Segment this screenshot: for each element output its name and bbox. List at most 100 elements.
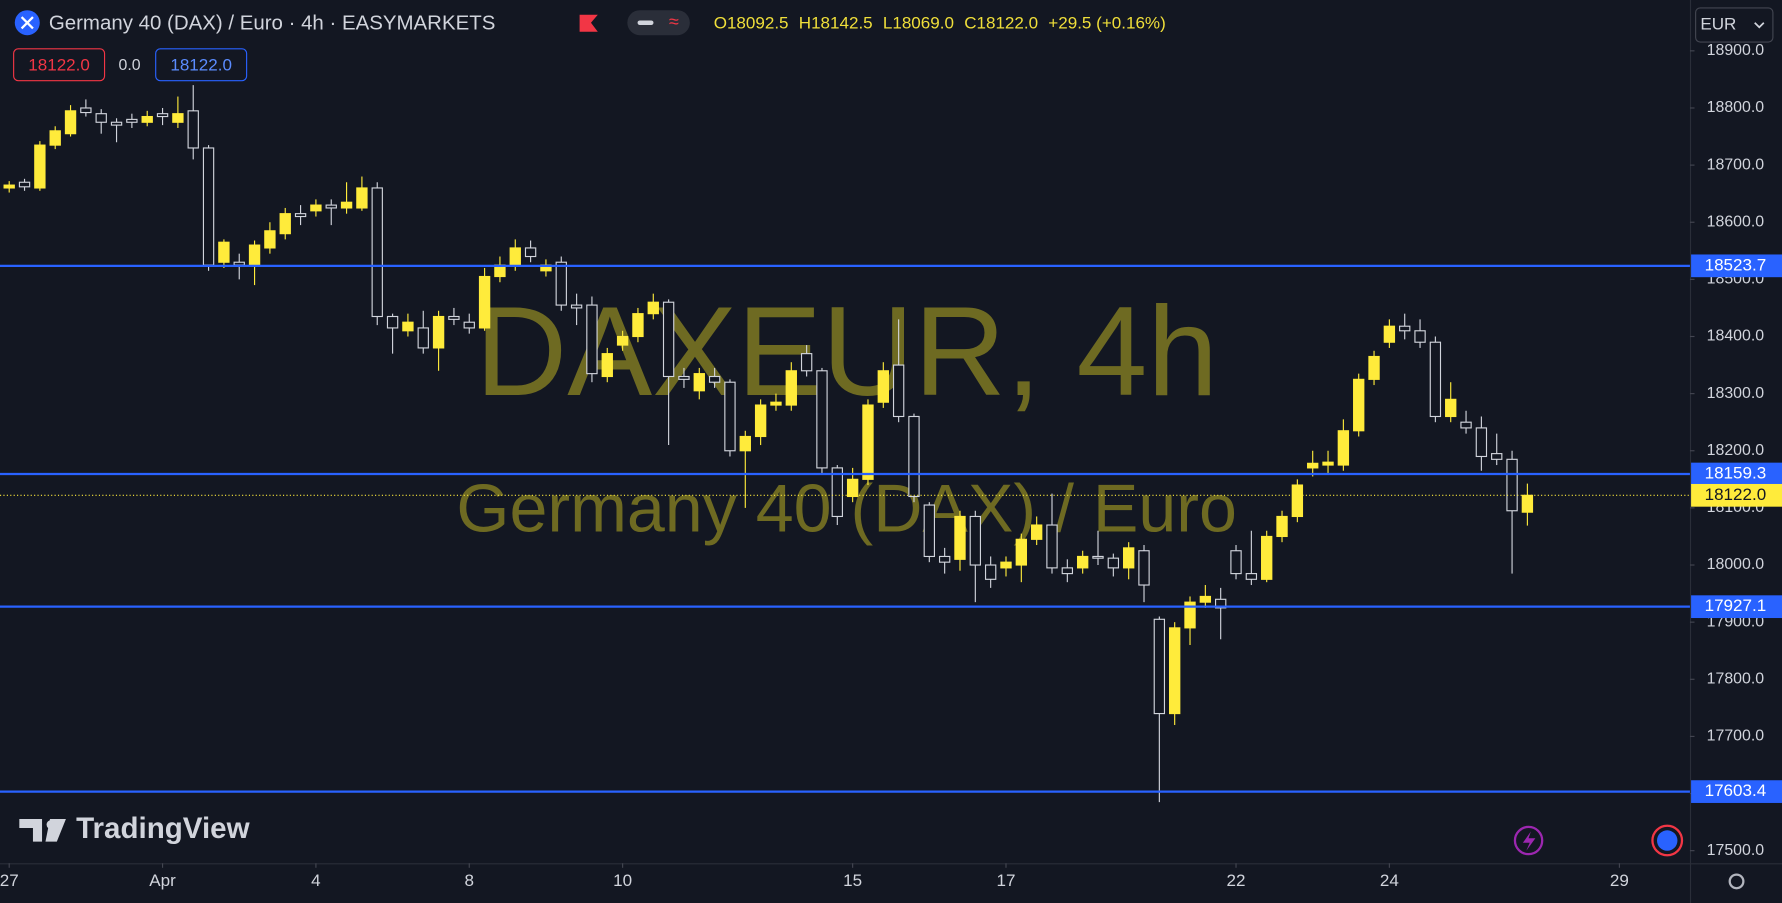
ohlc-value: +29.5 (+0.16%) bbox=[1048, 13, 1165, 32]
candle-body bbox=[1215, 598, 1227, 609]
candle-body bbox=[202, 147, 215, 266]
candle-body bbox=[1291, 484, 1304, 518]
candle-body bbox=[325, 204, 337, 209]
candle-body bbox=[1015, 538, 1028, 566]
candle-body bbox=[739, 435, 751, 452]
settings-button[interactable] bbox=[1728, 873, 1745, 890]
candle-body bbox=[831, 467, 843, 518]
buy-price: 18122.0 bbox=[170, 55, 232, 74]
currency: EUR bbox=[1700, 14, 1736, 33]
candle-body bbox=[279, 213, 291, 235]
y-tick-label: 18000.0 bbox=[1707, 556, 1765, 573]
candle-body bbox=[1383, 325, 1396, 343]
sell-button[interactable] bbox=[13, 48, 106, 82]
candle-body bbox=[877, 370, 889, 403]
candle-body bbox=[187, 110, 199, 149]
y-tick-label: 18700.0 bbox=[1707, 156, 1765, 173]
logo-text[interactable]: TradingView bbox=[76, 812, 250, 845]
candle-body bbox=[1092, 555, 1104, 559]
candle-body bbox=[938, 555, 951, 563]
y-tick-label: 18800.0 bbox=[1707, 99, 1765, 116]
x-tick-label: 17 bbox=[997, 871, 1016, 890]
candle-body bbox=[1307, 462, 1319, 469]
lightning-button[interactable] bbox=[1513, 825, 1544, 856]
toggle-wave: ≈ bbox=[669, 12, 679, 32]
candle-body bbox=[18, 181, 31, 188]
currency-button[interactable] bbox=[1695, 7, 1774, 43]
candle-body bbox=[156, 113, 169, 118]
candle-body bbox=[800, 353, 813, 372]
x-tick-label: 29 bbox=[1610, 871, 1629, 890]
candle-body bbox=[1000, 561, 1012, 569]
candle-body bbox=[1414, 330, 1426, 343]
candle-body bbox=[340, 201, 353, 209]
y-tick-label: 18400.0 bbox=[1707, 328, 1765, 345]
market-flag bbox=[579, 14, 598, 32]
candle-body bbox=[1322, 461, 1334, 466]
candle-body bbox=[524, 247, 537, 258]
ohlc-value: O18092.5 bbox=[714, 13, 789, 32]
candle-body bbox=[846, 478, 859, 498]
candle-body bbox=[356, 187, 368, 209]
indicator-toggle[interactable] bbox=[627, 10, 690, 36]
candle-body bbox=[770, 401, 782, 406]
candle-body bbox=[1138, 550, 1150, 586]
candle-body bbox=[1337, 430, 1350, 466]
ohlc-value: H18142.5 bbox=[799, 13, 873, 32]
y-tick-label: 18300.0 bbox=[1707, 385, 1765, 402]
axes: 17500.017600.017700.017800.017900.018000… bbox=[0, 42, 1782, 890]
candle-body bbox=[632, 313, 644, 338]
candle-body bbox=[1168, 627, 1181, 715]
candle-body bbox=[785, 370, 797, 406]
candle-body bbox=[80, 107, 92, 114]
candle-body bbox=[463, 321, 475, 329]
candle-body bbox=[954, 515, 966, 560]
events-button[interactable] bbox=[1651, 824, 1684, 857]
ohlc-value: C18122.0 bbox=[964, 13, 1038, 32]
level-label-box bbox=[1691, 462, 1782, 486]
candle-body bbox=[984, 564, 997, 580]
candle-body bbox=[1030, 524, 1043, 540]
candle-body bbox=[95, 113, 107, 123]
candle-body bbox=[923, 504, 935, 558]
candle-body bbox=[1506, 458, 1518, 512]
candle-body bbox=[647, 301, 659, 315]
y-tick-label: 17700.0 bbox=[1707, 728, 1765, 745]
level-label-box bbox=[1691, 780, 1782, 803]
candle-body bbox=[34, 144, 46, 189]
candle-body bbox=[1122, 547, 1135, 569]
candle-body bbox=[816, 370, 828, 469]
candle-body bbox=[1199, 595, 1212, 603]
currency-caret bbox=[1754, 22, 1765, 29]
candle-body bbox=[294, 213, 307, 218]
candle-body bbox=[49, 130, 61, 146]
candle-body bbox=[1076, 555, 1089, 569]
candle-body bbox=[1460, 421, 1472, 429]
level-label: 18523.7 bbox=[1705, 255, 1767, 274]
spread: 0.0 bbox=[119, 57, 141, 74]
x-tick-label: Apr bbox=[149, 871, 176, 890]
candle-body bbox=[1107, 557, 1120, 569]
candle-body bbox=[754, 404, 767, 438]
candle-body bbox=[264, 230, 276, 249]
candle-body bbox=[1491, 453, 1503, 460]
ohlc-value: L18069.0 bbox=[883, 13, 954, 32]
y-tick-label: 17800.0 bbox=[1707, 670, 1765, 687]
watermark-symbol: DAXEUR, 4h bbox=[475, 280, 1218, 422]
plot bbox=[0, 85, 1690, 803]
candle-body bbox=[1046, 524, 1058, 569]
symbol-title[interactable]: Germany 40 (DAX) / Euro · 4h · EASYMARKE… bbox=[49, 11, 495, 34]
candle-body bbox=[1445, 398, 1457, 418]
y-tick-label: 17500.0 bbox=[1707, 842, 1765, 859]
events-glyph bbox=[1656, 830, 1678, 851]
candle-body bbox=[172, 113, 184, 123]
buy-button[interactable] bbox=[155, 48, 248, 82]
candle-body bbox=[1245, 573, 1258, 580]
candle-body bbox=[1230, 550, 1242, 575]
logo-dot bbox=[46, 820, 56, 830]
candle-body bbox=[386, 315, 399, 329]
candle-body bbox=[3, 184, 15, 189]
candle-body bbox=[64, 110, 77, 135]
